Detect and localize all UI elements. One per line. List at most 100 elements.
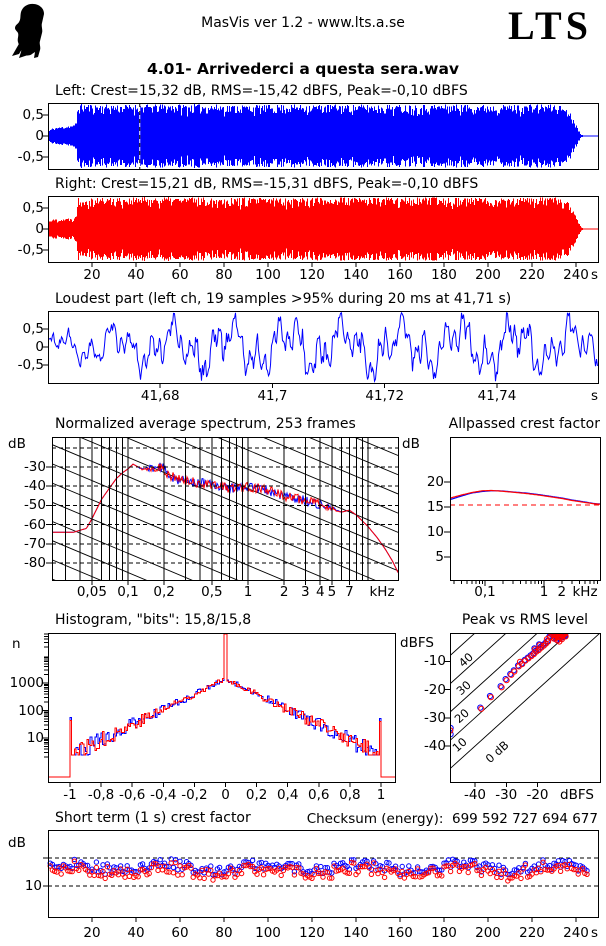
tick-label: 5 <box>435 549 444 565</box>
tick-label: 0,5 <box>22 200 44 216</box>
tick-label: 0,5 <box>22 107 44 123</box>
tick-label: -10 <box>423 653 446 670</box>
tick-label: -0,5 <box>17 242 44 258</box>
spectrum-title: Normalized average spectrum, 253 frames <box>55 416 356 432</box>
tick-label: -0,4 <box>150 787 177 803</box>
tick-label: 10 <box>426 524 444 540</box>
tick-label: 0,5 <box>22 321 44 337</box>
tick-label: dBFS <box>560 787 594 803</box>
tick-label: -0,5 <box>17 149 44 165</box>
spectrum-y-unit: dB <box>8 436 26 452</box>
tick-label: -0,5 <box>17 357 44 373</box>
checksum-row: Checksum (energy): 699 592 727 694 677 <box>307 811 598 827</box>
tick-label: -40 <box>23 478 46 495</box>
tick-label: 240 <box>563 925 589 941</box>
tick-label: s <box>591 267 599 283</box>
tick-label: 180 <box>431 925 457 941</box>
tick-label: s <box>591 388 599 404</box>
tick-label: 180 <box>431 267 457 283</box>
tick-label: -30 <box>423 709 446 726</box>
tick-label: 0 <box>35 339 44 355</box>
tick-label: 220 <box>519 925 545 941</box>
tick-label: 40 <box>127 925 145 941</box>
brand-logo-text: LTS <box>508 3 592 48</box>
tick-label: -20 <box>526 787 549 803</box>
tick-label: 20 <box>83 925 101 941</box>
tick-label: 0,2 <box>153 584 175 600</box>
tick-label: -30 <box>23 459 46 475</box>
tick-label: -0,2 <box>181 787 208 803</box>
tick-label: 80 <box>215 925 233 941</box>
short-term-y-unit: dB <box>8 835 26 851</box>
tick-label: -0,8 <box>87 787 115 803</box>
tick-label: 15 <box>426 499 444 515</box>
tick-label: 0 <box>35 128 44 144</box>
tick-label: 80 <box>215 267 233 283</box>
tick-label: 0,6 <box>308 787 330 803</box>
tick-label: 1 <box>539 584 549 600</box>
tick-label: 0 <box>35 221 44 237</box>
tick-label: 10 <box>24 878 42 894</box>
svg-text:0 dB: 0 dB <box>483 738 512 766</box>
tick-label: 1 <box>243 584 253 600</box>
histogram-title: Histogram, "bits": 15,8/15,8 <box>55 612 252 628</box>
tick-label: 200 <box>475 925 501 941</box>
left-waveform-title: Left: Crest=15,32 dB, RMS=-15,42 dBFS, P… <box>55 83 468 99</box>
analyzed-file-title: 4.01- Arrivederci a questa sera.wav <box>146 60 460 78</box>
tick-label: 41,74 <box>477 388 517 404</box>
loudest-part-title: Loudest part (left ch, 19 samples >95% d… <box>55 291 512 307</box>
tick-label: 60 <box>171 925 189 941</box>
tick-label: -30 <box>495 787 518 803</box>
tick-label: 3 <box>300 584 310 600</box>
tick-label: 120 <box>299 925 325 941</box>
tick-label: 40 <box>127 267 145 283</box>
tick-label: 160 <box>387 925 413 941</box>
tick-label: -1 <box>63 787 77 803</box>
tick-label: 100 <box>18 702 44 719</box>
tick-label: -0,6 <box>119 787 146 803</box>
tick-label: -80 <box>23 555 46 571</box>
tick-label: 1000 <box>9 675 44 691</box>
tick-label: 41,72 <box>365 388 405 404</box>
tick-label: 41,68 <box>140 388 180 404</box>
allpassed-y-unit: dB <box>402 436 420 452</box>
allpassed-title: Allpassed crest factor <box>448 416 600 432</box>
tick-label: kHz <box>369 584 395 600</box>
tick-label: 0,05 <box>76 584 107 600</box>
tick-label: 220 <box>519 267 545 283</box>
tick-label: 0,5 <box>201 584 223 600</box>
tick-label: 200 <box>475 267 501 283</box>
tick-label: 41,7 <box>257 388 288 404</box>
tick-label: 20 <box>426 474 444 490</box>
tick-label: 140 <box>343 925 369 941</box>
tick-label: 2 <box>279 584 289 600</box>
tick-label: 5 <box>327 584 337 600</box>
tick-label: 240 <box>563 267 589 283</box>
tick-label: s <box>591 925 599 941</box>
svg-text:40: 40 <box>456 650 476 670</box>
tick-label: 0,8 <box>339 787 361 803</box>
tick-label: -20 <box>423 681 446 698</box>
tick-label: -50 <box>23 497 46 514</box>
checksum-label: Checksum (energy): <box>306 811 444 827</box>
tick-label: 160 <box>387 267 413 283</box>
tick-label: kHz <box>572 584 598 600</box>
tick-label: 0,2 <box>245 787 268 803</box>
tick-label: 20 <box>83 267 101 283</box>
right-waveform-title: Right: Crest=15,21 dB, RMS=-15,31 dBFS, … <box>55 176 479 192</box>
tick-label: -60 <box>23 516 46 533</box>
checksum-value: 699 592 727 694 677 <box>451 811 598 827</box>
tick-label: 0,1 <box>474 584 496 600</box>
tick-label: 0,4 <box>276 787 299 803</box>
short-term-title: Short term (1 s) crest factor <box>55 810 251 826</box>
tick-label: -40 <box>463 787 487 803</box>
app-version-line: MasVis ver 1.2 - www.lts.a.se <box>201 15 405 31</box>
tick-label: 1 <box>376 787 386 803</box>
tick-label: 0 <box>221 787 230 803</box>
histogram-y-unit: n <box>12 636 21 652</box>
tick-label: 120 <box>299 267 325 283</box>
tick-label: 60 <box>171 267 189 283</box>
tick-label: 2 <box>557 584 567 600</box>
